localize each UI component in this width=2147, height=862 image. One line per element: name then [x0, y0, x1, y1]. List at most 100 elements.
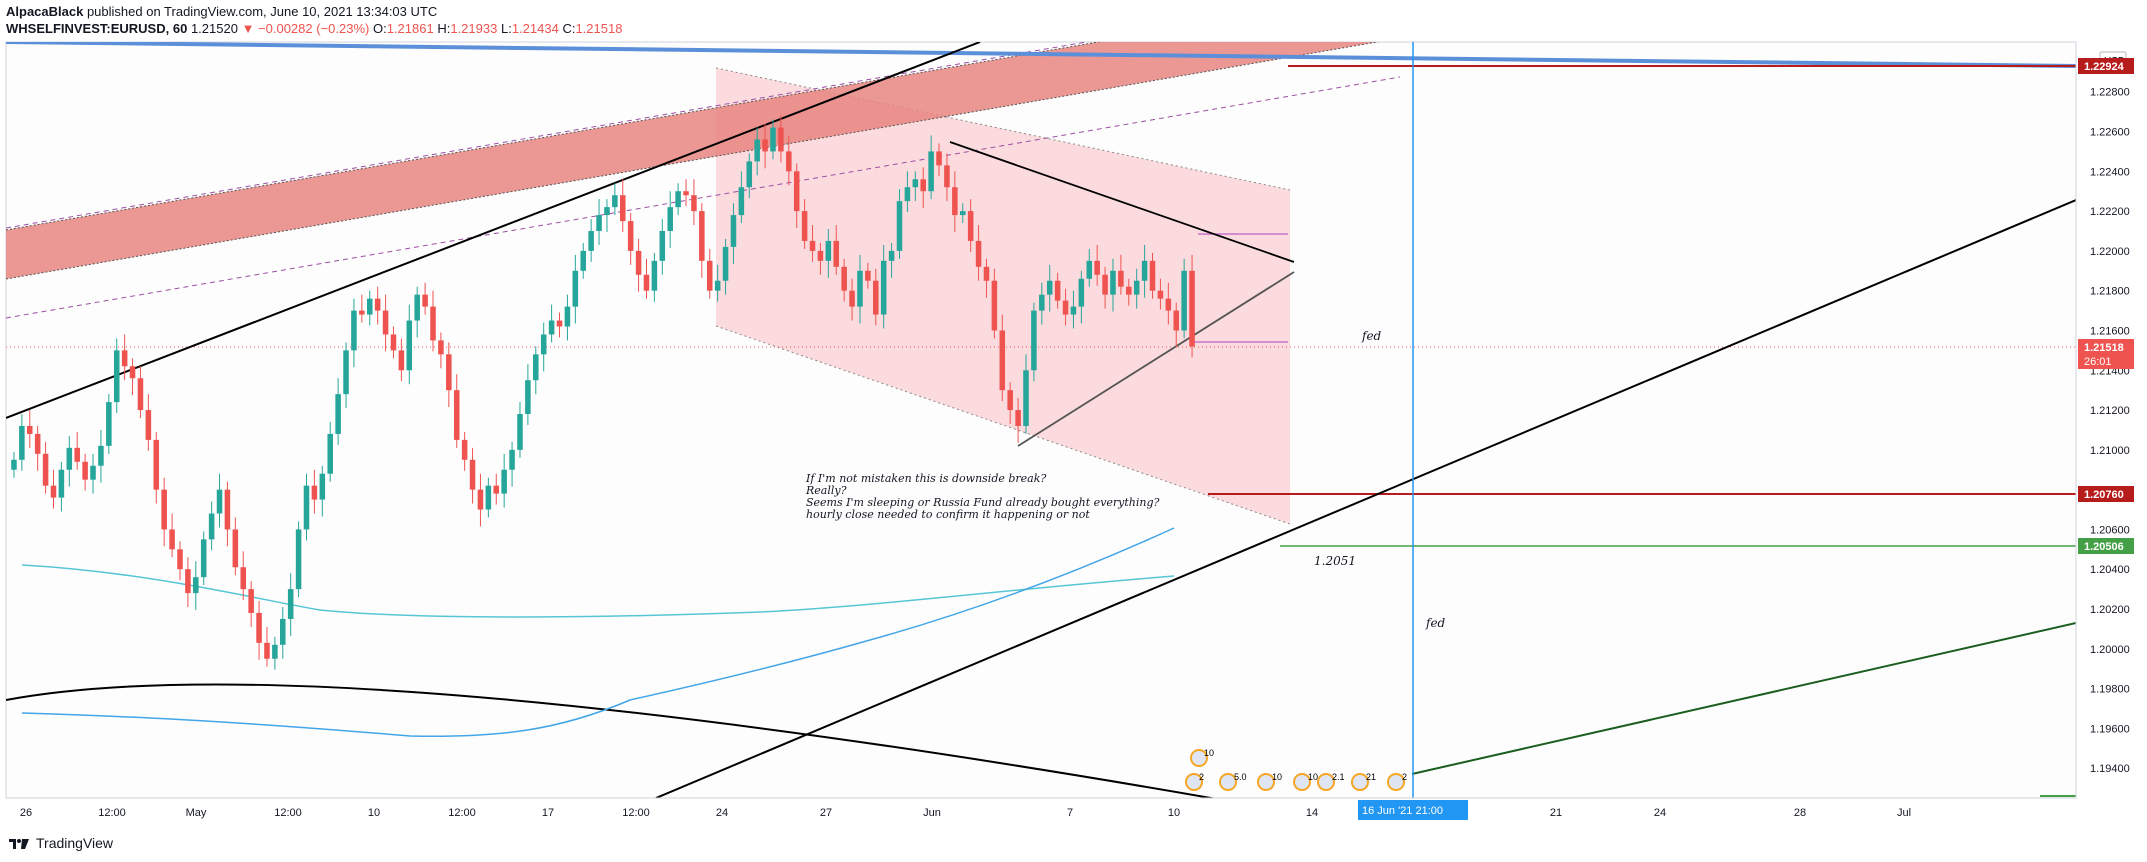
event-badge[interactable]: 2: [1387, 772, 1407, 791]
candle[interactable]: [714, 264, 721, 302]
candle[interactable]: [216, 473, 223, 528]
candle[interactable]: [762, 123, 768, 169]
candle[interactable]: [619, 179, 626, 232]
candle[interactable]: [382, 294, 389, 352]
candle[interactable]: [58, 461, 65, 512]
candle[interactable]: [501, 453, 507, 508]
candle[interactable]: [295, 521, 302, 598]
candle[interactable]: [232, 517, 239, 576]
candle[interactable]: [770, 119, 776, 160]
event-badge[interactable]: 10: [1293, 772, 1318, 791]
candle-series[interactable]: [11, 115, 1195, 670]
candle[interactable]: [106, 394, 112, 454]
candle[interactable]: [683, 179, 689, 207]
candle[interactable]: [161, 477, 167, 547]
wedge-lower-edge[interactable]: [715, 325, 1291, 525]
candle[interactable]: [659, 219, 666, 275]
candle[interactable]: [169, 513, 175, 558]
candle[interactable]: [224, 481, 231, 547]
blue-trendline[interactable]: [6, 42, 2076, 68]
candle[interactable]: [42, 441, 49, 494]
candle[interactable]: [1015, 398, 1021, 443]
candle[interactable]: [177, 541, 183, 581]
candle[interactable]: [1110, 258, 1116, 312]
candle[interactable]: [730, 203, 737, 264]
candle[interactable]: [66, 435, 73, 487]
candle[interactable]: [952, 171, 958, 232]
candle[interactable]: [556, 312, 563, 338]
annotation-line-3[interactable]: Seems I'm sleeping or Russia Fund alread…: [806, 496, 1160, 509]
candle[interactable]: [19, 414, 25, 471]
event-badge[interactable]: 10: [1257, 772, 1282, 791]
fed-label-1[interactable]: fed: [1361, 329, 1382, 343]
candle[interactable]: [477, 473, 484, 527]
candle[interactable]: [786, 135, 792, 186]
candle[interactable]: [1141, 244, 1148, 298]
candle[interactable]: [706, 248, 713, 299]
candle[interactable]: [50, 469, 57, 509]
candle[interactable]: [793, 163, 800, 229]
candle[interactable]: [74, 431, 80, 470]
candle[interactable]: [959, 203, 966, 224]
candle[interactable]: [1046, 264, 1053, 312]
channel-upper-line[interactable]: [6, 0, 1400, 229]
price-axis[interactable]: 1.22800 1.22600 1.22400 1.22200 1.22000 1.218…: [2090, 87, 2130, 775]
candle[interactable]: [145, 394, 152, 451]
candle[interactable]: [849, 278, 855, 321]
candle[interactable]: [754, 127, 760, 176]
candle[interactable]: [1054, 272, 1061, 309]
channel-mid-line[interactable]: [6, 76, 1401, 319]
candle[interactable]: [643, 258, 650, 299]
candle[interactable]: [280, 607, 286, 659]
candle[interactable]: [580, 242, 587, 279]
candle[interactable]: [193, 561, 199, 610]
long-black-uptrend[interactable]: [655, 199, 2076, 798]
candle[interactable]: [256, 601, 262, 660]
candle[interactable]: [272, 636, 278, 670]
author-name[interactable]: AlpacaBlack: [6, 4, 84, 19]
candle[interactable]: [944, 153, 950, 202]
candle[interactable]: [1118, 254, 1124, 295]
candle[interactable]: [374, 286, 381, 325]
candle[interactable]: [461, 431, 468, 471]
candle[interactable]: [129, 358, 136, 396]
candle[interactable]: [438, 332, 444, 369]
candle[interactable]: [722, 238, 729, 295]
candle[interactable]: [635, 238, 642, 292]
candle[interactable]: [540, 322, 547, 372]
candle[interactable]: [493, 473, 500, 505]
event-badge[interactable]: 10: [1190, 748, 1214, 767]
annotation-line-4[interactable]: hourly close needed to confirm it happen…: [806, 508, 1090, 521]
candle[interactable]: [137, 366, 144, 419]
candle[interactable]: [1133, 268, 1140, 309]
candle[interactable]: [335, 378, 341, 445]
candle[interactable]: [928, 135, 934, 200]
candle[interactable]: [880, 244, 887, 329]
candle[interactable]: [185, 557, 191, 608]
candle[interactable]: [366, 290, 373, 326]
candle[interactable]: [1094, 244, 1100, 286]
candle[interactable]: [453, 374, 460, 448]
fed-label-2[interactable]: fed: [1425, 616, 1446, 630]
candle[interactable]: [351, 298, 357, 368]
candle[interactable]: [208, 501, 215, 551]
candle[interactable]: [90, 453, 96, 494]
candle[interactable]: [865, 262, 871, 289]
candle[interactable]: [548, 304, 555, 343]
candle[interactable]: [920, 167, 926, 209]
candle[interactable]: [34, 425, 41, 471]
candle[interactable]: [287, 573, 294, 636]
candle[interactable]: [912, 171, 919, 202]
candle[interactable]: [430, 290, 436, 352]
candle[interactable]: [675, 183, 681, 216]
candle[interactable]: [200, 531, 207, 586]
candle[interactable]: [801, 199, 808, 249]
candle[interactable]: [699, 203, 705, 278]
candle[interactable]: [738, 171, 745, 224]
candle[interactable]: [1189, 254, 1195, 358]
candle[interactable]: [991, 268, 998, 339]
candle[interactable]: [422, 282, 428, 315]
upper-black-trendline[interactable]: [6, 42, 981, 419]
candle[interactable]: [82, 453, 88, 491]
